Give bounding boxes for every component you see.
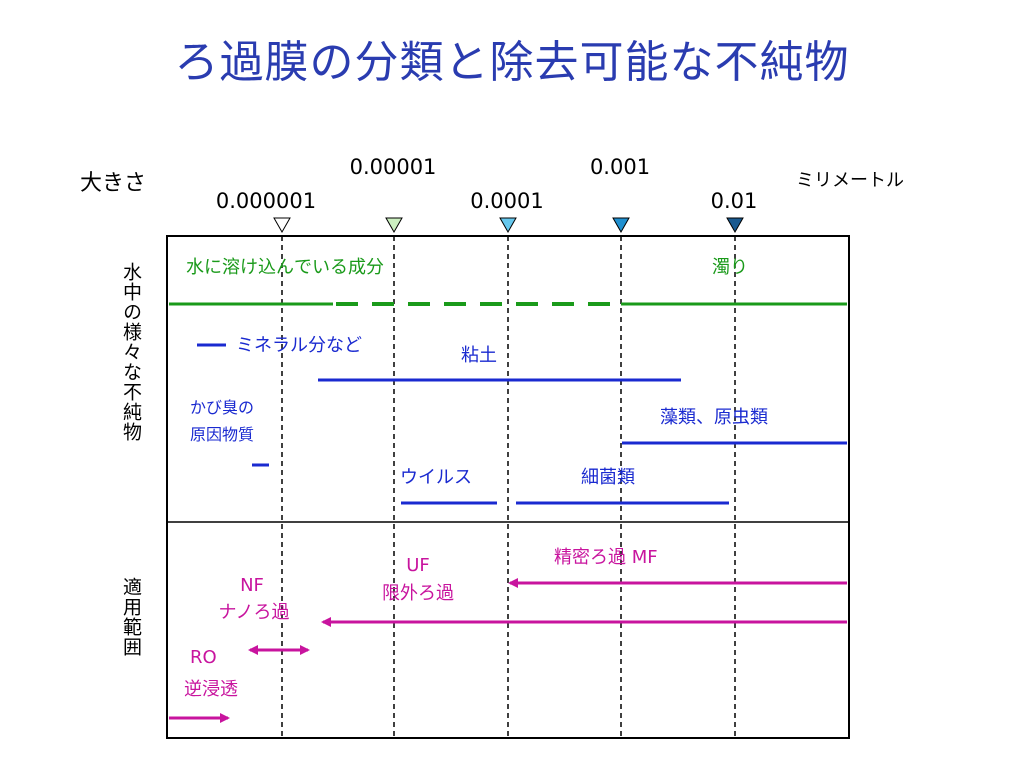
label-nf-line2: ナノろ過: [218, 602, 289, 623]
label-nf-line1: NF: [240, 575, 264, 596]
tick-marker-0.000001: [273, 217, 291, 234]
tick-label-0.0001: 0.0001: [470, 189, 543, 213]
label-bacteria: 細菌類: [581, 467, 635, 488]
tick-label-0.001: 0.001: [590, 155, 650, 179]
gridlines: [281, 236, 736, 738]
section-label-impurities: 水中の様々な不純物: [120, 262, 142, 442]
label-uf-line2: 限外ろ過: [382, 583, 454, 604]
label-turbidity: 濁り: [712, 257, 748, 278]
section-label-range: 適用範囲: [120, 577, 142, 657]
label-odor-line2: 原因物質: [190, 425, 254, 444]
tick-label-0.00001: 0.00001: [350, 155, 437, 179]
label-dissolved: 水に溶け込んでいる成分: [186, 257, 384, 278]
label-virus: ウイルス: [400, 467, 472, 488]
label-algae: 藻類、原虫類: [660, 407, 768, 428]
label-clay: 粘土: [461, 345, 497, 366]
label-odor-line1: かび臭の: [190, 398, 254, 417]
size-axis-label: 大きさ: [80, 171, 146, 196]
size-axis-unit: ミリメートル: [796, 170, 904, 191]
label-ro-line1: RO: [190, 647, 217, 668]
page-title: ろ過膜の分類と除去可能な不純物: [174, 37, 850, 88]
tick-label-0.000001: 0.000001: [216, 189, 316, 213]
tick-marker-0.0001: [499, 217, 517, 234]
label-ro-line2: 逆浸透: [184, 679, 238, 700]
label-minerals: ミネラル分など: [236, 335, 362, 356]
tick-label-0.01: 0.01: [711, 189, 758, 213]
tick-marker-0.001: [612, 217, 630, 234]
label-mf: 精密ろ過 MF: [554, 547, 658, 568]
label-uf-line1: UF: [406, 555, 430, 576]
tick-marker-0.00001: [385, 217, 403, 234]
tick-marker-0.01: [726, 217, 744, 234]
